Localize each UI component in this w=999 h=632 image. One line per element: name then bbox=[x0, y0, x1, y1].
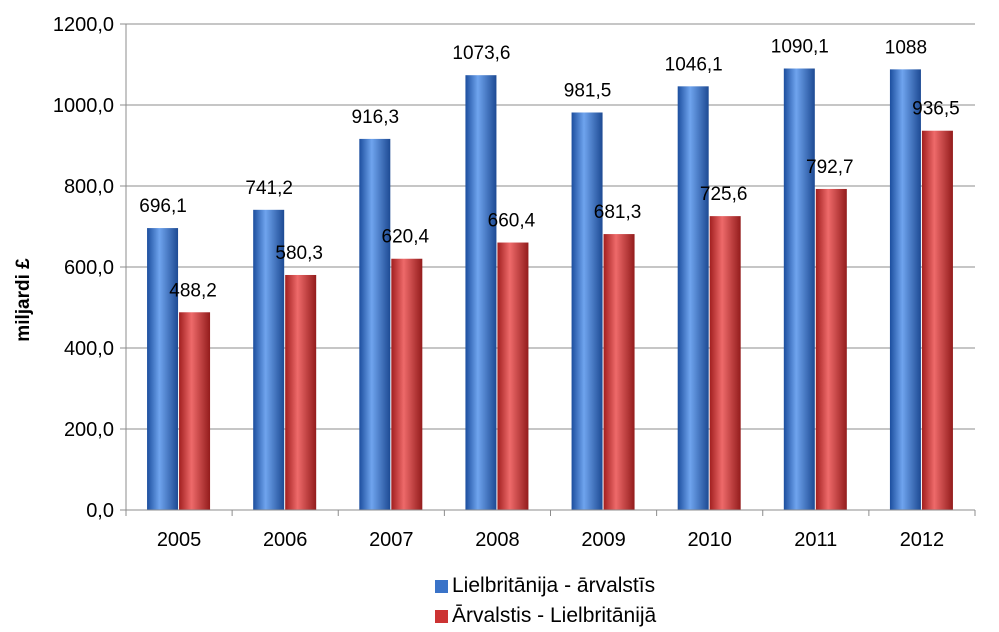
x-tick-label: 2006 bbox=[263, 529, 308, 551]
y-tick-label: 800,0 bbox=[64, 176, 114, 198]
data-label-series-1: 741,2 bbox=[245, 178, 293, 199]
data-labels: 696,1 741,2 916,3 1073,6 981,5 1046,1 1090,1 10… bbox=[139, 37, 959, 302]
bar-series-2 bbox=[497, 242, 529, 510]
bar-series-1 bbox=[889, 69, 921, 511]
data-label-series-1: 981,5 bbox=[564, 80, 612, 101]
y-tick-label: 200,0 bbox=[64, 419, 114, 441]
bar-series-2 bbox=[709, 216, 741, 510]
y-tick-label: 600,0 bbox=[64, 257, 114, 279]
bar-series-2 bbox=[179, 312, 211, 510]
x-tick-label: 2011 bbox=[794, 529, 837, 551]
bar-series-1 bbox=[253, 209, 285, 510]
x-tick-label: 2012 bbox=[900, 529, 945, 551]
x-tick-label: 2007 bbox=[369, 529, 414, 551]
data-label-series-1: 1090,1 bbox=[771, 37, 829, 58]
bars bbox=[147, 68, 953, 511]
data-label-series-1: 1073,6 bbox=[452, 43, 510, 64]
legend-item-series-1: Lielbritānija - ārvalstīs bbox=[435, 571, 656, 601]
data-label-series-1: 696,1 bbox=[139, 196, 187, 217]
bar-series-2 bbox=[921, 130, 953, 510]
bar-series-1 bbox=[465, 75, 497, 510]
y-tick-label: 1000,0 bbox=[53, 95, 114, 117]
bar-series-1 bbox=[147, 228, 179, 510]
data-label-series-2: 725,6 bbox=[700, 184, 748, 205]
legend-item-series-2: Ārvalstis - Lielbritānijā bbox=[435, 601, 656, 631]
data-label-series-2: 792,7 bbox=[806, 157, 854, 178]
bar-series-1 bbox=[571, 112, 603, 511]
y-tick-label: 0,0 bbox=[86, 500, 114, 522]
data-label-series-2: 660,4 bbox=[488, 211, 536, 232]
x-tick-label: 2005 bbox=[157, 529, 202, 551]
legend-label-series-2: Ārvalstis - Lielbritānijā bbox=[452, 604, 657, 627]
bar-series-1 bbox=[783, 68, 815, 511]
legend-swatch-series-1 bbox=[435, 579, 448, 593]
bar-series-2 bbox=[603, 234, 635, 511]
x-tick-label: 2010 bbox=[687, 529, 732, 551]
bar-series-1 bbox=[359, 138, 391, 510]
data-label-series-2: 681,3 bbox=[594, 202, 642, 223]
y-tick-label: 1200,0 bbox=[53, 14, 114, 36]
x-tick-label: 2008 bbox=[475, 529, 520, 551]
y-axis-label: miljardi £ bbox=[13, 258, 34, 342]
bar-series-2 bbox=[285, 274, 317, 510]
axes: 0,0 200,0 400,0 600,0 800,0 1000,0 1200,0 2005 2… bbox=[53, 14, 976, 551]
legend: Lielbritānija - ārvalstīs Ārvalstis - Li… bbox=[435, 571, 656, 631]
data-label-series-2: 936,5 bbox=[912, 99, 960, 120]
data-label-series-1: 1046,1 bbox=[665, 54, 723, 75]
data-label-series-1: 916,3 bbox=[352, 107, 400, 128]
data-label-series-2: 488,2 bbox=[169, 280, 217, 301]
bar-series-2 bbox=[815, 188, 847, 511]
bar-series-1 bbox=[677, 86, 709, 510]
x-tick-label: 2009 bbox=[581, 529, 626, 551]
data-label-series-2: 620,4 bbox=[382, 227, 430, 248]
legend-label-series-1: Lielbritānija - ārvalstīs bbox=[452, 574, 656, 597]
y-tick-label: 400,0 bbox=[64, 338, 114, 360]
bar-series-2 bbox=[391, 258, 423, 510]
data-label-series-1: 1088 bbox=[885, 37, 927, 58]
legend-swatch-series-2 bbox=[435, 609, 448, 623]
data-label-series-2: 580,3 bbox=[275, 243, 323, 264]
